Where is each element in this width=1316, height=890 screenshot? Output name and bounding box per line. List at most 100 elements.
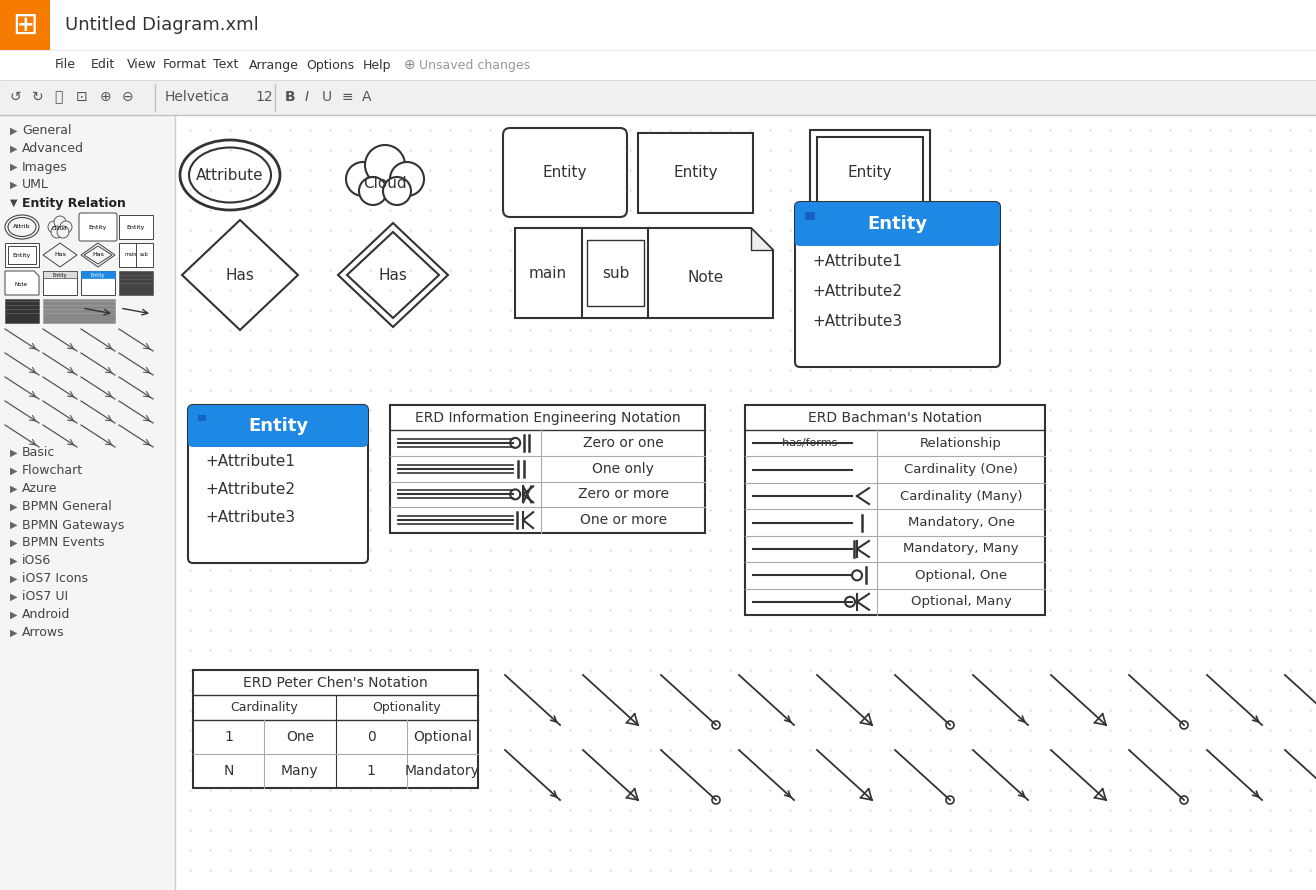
Text: main: main (125, 253, 137, 257)
Circle shape (365, 145, 405, 185)
Bar (43, 299, 114, 323)
Text: ▶: ▶ (11, 126, 17, 136)
Bar (0, 115, 175, 890)
Text: Relationship: Relationship (920, 437, 1001, 449)
Text: ▶: ▶ (11, 574, 17, 584)
Text: A: A (362, 90, 371, 104)
Text: Images: Images (22, 160, 67, 174)
Text: Unsaved changes: Unsaved changes (418, 59, 530, 71)
Text: One only: One only (592, 462, 654, 475)
Text: Zero or one: Zero or one (583, 436, 663, 449)
Text: ↻: ↻ (32, 90, 43, 104)
Text: Optional, Many: Optional, Many (911, 595, 1012, 608)
Text: Cardinality (Many): Cardinality (Many) (900, 490, 1023, 503)
Text: 12: 12 (255, 90, 272, 104)
Text: Zero or more: Zero or more (578, 488, 669, 501)
Circle shape (346, 162, 380, 196)
Text: 1: 1 (224, 730, 233, 744)
Text: 1: 1 (367, 764, 375, 778)
Text: iOS6: iOS6 (22, 554, 51, 568)
FancyBboxPatch shape (503, 128, 626, 217)
Bar (805, 212, 815, 220)
Text: Entity: Entity (126, 224, 145, 230)
Bar (118, 215, 153, 239)
Text: Optional, One: Optional, One (915, 569, 1007, 582)
Text: Untitled Diagram.xml: Untitled Diagram.xml (64, 16, 259, 34)
Bar (587, 240, 644, 306)
Text: Entity: Entity (674, 166, 717, 181)
Bar (5, 243, 39, 267)
Text: ▶: ▶ (11, 448, 17, 458)
Text: ⊡: ⊡ (76, 90, 88, 104)
Text: 0: 0 (367, 730, 375, 744)
Polygon shape (5, 271, 39, 295)
Text: Arrows: Arrows (22, 627, 64, 640)
Circle shape (51, 226, 63, 238)
Text: Many: Many (282, 764, 318, 778)
Text: Has: Has (92, 253, 104, 257)
Text: Format: Format (163, 59, 207, 71)
Bar (0, 0, 1316, 50)
Text: ▶: ▶ (11, 556, 17, 566)
Bar (193, 670, 478, 788)
Text: Entity: Entity (88, 224, 107, 230)
Text: Cardinality: Cardinality (230, 701, 299, 715)
Text: main: main (529, 265, 567, 280)
Circle shape (54, 216, 66, 228)
Text: N: N (224, 764, 234, 778)
Text: ⊕: ⊕ (100, 90, 112, 104)
FancyBboxPatch shape (188, 405, 368, 563)
FancyBboxPatch shape (795, 202, 1000, 246)
Text: Note: Note (14, 281, 28, 287)
Text: Android: Android (22, 609, 70, 621)
Text: Attrib: Attrib (13, 224, 30, 230)
Text: Cloud: Cloud (363, 175, 407, 190)
Bar (43, 271, 78, 278)
Text: Has: Has (379, 268, 408, 282)
Circle shape (390, 162, 424, 196)
Bar (800, 225, 995, 243)
Text: ⊕: ⊕ (404, 58, 416, 72)
Circle shape (383, 177, 411, 205)
Text: ⊖: ⊖ (122, 90, 134, 104)
Polygon shape (751, 228, 772, 250)
Text: ERD Bachman's Notation: ERD Bachman's Notation (808, 411, 982, 425)
Text: I: I (305, 90, 309, 104)
Text: ▶: ▶ (11, 502, 17, 512)
Text: Has: Has (54, 253, 66, 257)
Text: ▶: ▶ (11, 628, 17, 638)
Bar (82, 271, 114, 295)
Text: +Attribute3: +Attribute3 (205, 511, 295, 525)
Text: ▶: ▶ (11, 144, 17, 154)
Bar (118, 271, 153, 295)
Text: ⊞: ⊞ (12, 11, 38, 39)
Bar (638, 133, 753, 213)
Text: ▶: ▶ (11, 162, 17, 172)
Text: ≡: ≡ (342, 90, 354, 104)
Text: Has: Has (225, 268, 254, 282)
Text: BPMN Events: BPMN Events (22, 537, 104, 549)
Text: sub: sub (603, 265, 629, 280)
FancyBboxPatch shape (79, 213, 117, 241)
Text: Helvetica: Helvetica (164, 90, 230, 104)
Text: Mandatory, One: Mandatory, One (908, 516, 1015, 529)
Text: Basic: Basic (22, 447, 55, 459)
Text: ▶: ▶ (11, 538, 17, 548)
Text: +Attribute1: +Attribute1 (812, 255, 901, 270)
Text: Entity: Entity (867, 215, 928, 233)
Bar (175, 115, 1316, 890)
Text: +Attribute3: +Attribute3 (812, 314, 903, 329)
Circle shape (57, 226, 68, 238)
Text: Attribute: Attribute (196, 167, 263, 182)
Text: Text: Text (213, 59, 238, 71)
Text: ERD Information Engineering Notation: ERD Information Engineering Notation (415, 411, 680, 425)
Text: Entity: Entity (53, 272, 67, 278)
Bar (193, 426, 363, 444)
Text: B: B (286, 90, 296, 104)
Text: +Attribute2: +Attribute2 (205, 482, 295, 498)
Text: ▼: ▼ (11, 198, 17, 208)
Text: BPMN Gateways: BPMN Gateways (22, 519, 124, 531)
Bar (811, 130, 930, 215)
Bar (8, 246, 36, 264)
Bar (0, 50, 1316, 80)
